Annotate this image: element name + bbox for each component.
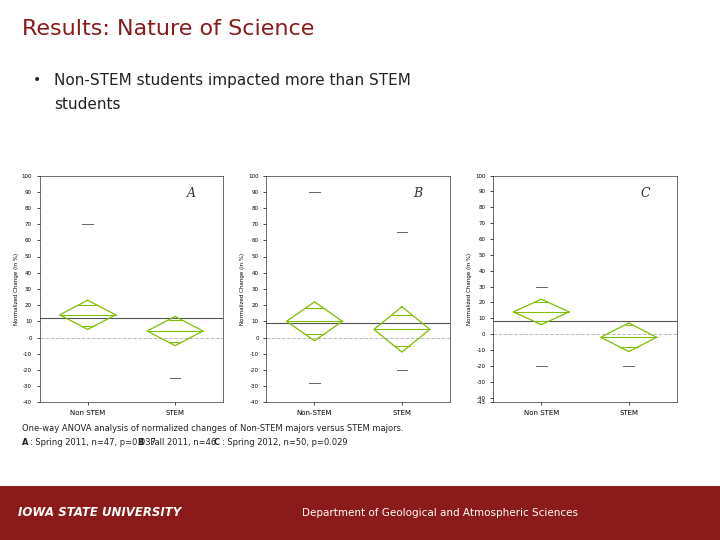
Y-axis label: Normalized Change (in %): Normalized Change (in %) bbox=[467, 253, 472, 325]
Text: : Spring 2011, n=47, p=0.037: : Spring 2011, n=47, p=0.037 bbox=[30, 438, 159, 448]
Text: Results: Nature of Science: Results: Nature of Science bbox=[22, 19, 314, 39]
Text: A: A bbox=[186, 187, 196, 200]
Text: students: students bbox=[54, 97, 120, 112]
Text: B: B bbox=[137, 438, 143, 448]
Text: •: • bbox=[32, 73, 40, 87]
Text: Non-STEM students impacted more than STEM: Non-STEM students impacted more than STE… bbox=[54, 73, 411, 88]
Text: C: C bbox=[214, 438, 220, 448]
Text: One-way ANOVA analysis of normalized changes of Non-STEM majors versus STEM majo: One-way ANOVA analysis of normalized cha… bbox=[22, 424, 403, 433]
Text: : Spring 2012, n=50, p=0.029: : Spring 2012, n=50, p=0.029 bbox=[222, 438, 348, 448]
Text: IOWA STATE UNIVERSITY: IOWA STATE UNIVERSITY bbox=[18, 507, 181, 519]
Text: B: B bbox=[413, 187, 423, 200]
Y-axis label: Normalized Change (in %): Normalized Change (in %) bbox=[14, 253, 19, 325]
Text: C: C bbox=[640, 187, 649, 200]
Text: A: A bbox=[22, 438, 28, 448]
Y-axis label: Normalized Change (in %): Normalized Change (in %) bbox=[240, 253, 246, 325]
Text: Department of Geological and Atmospheric Sciences: Department of Geological and Atmospheric… bbox=[302, 508, 578, 518]
Text: : Fall 2011, n=46: : Fall 2011, n=46 bbox=[145, 438, 220, 448]
